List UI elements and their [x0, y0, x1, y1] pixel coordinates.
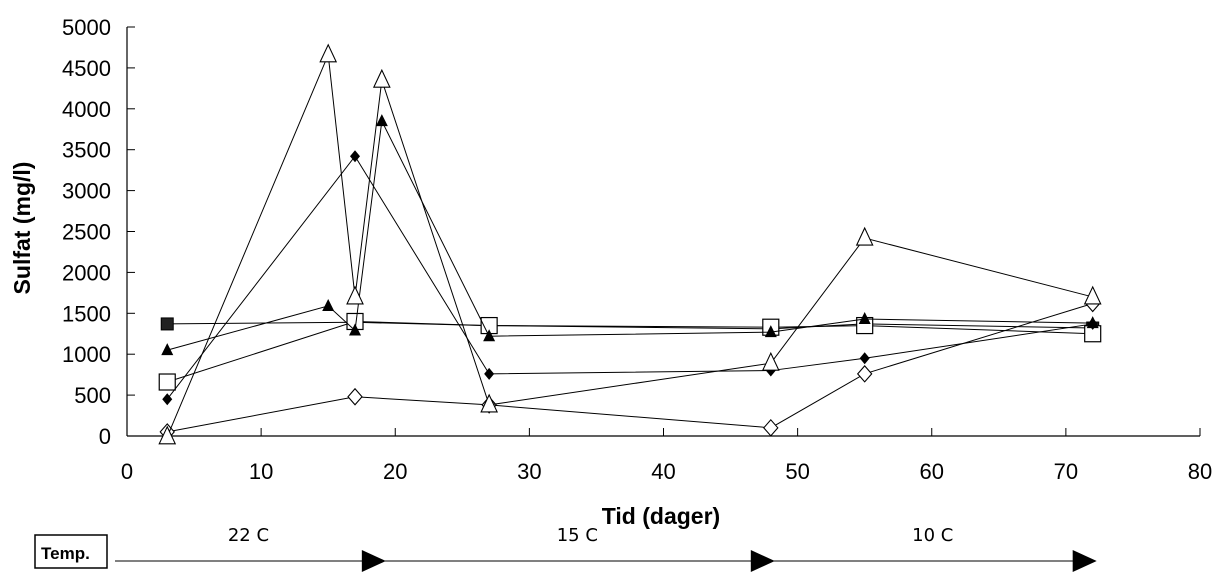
data-point: [763, 418, 779, 437]
series-line: [167, 321, 1093, 330]
temp-segment-arrow: [361, 550, 386, 572]
data-point: [859, 352, 870, 365]
data-point: [856, 364, 873, 383]
series-line: [167, 320, 1093, 383]
series-line: [166, 155, 1093, 400]
x-axis-label: Tid (dager): [602, 503, 720, 529]
data-point: [480, 393, 499, 413]
temp-segment-arrow: [750, 550, 775, 572]
y-tick-label: 5000: [62, 15, 111, 40]
series-5: [159, 294, 1101, 441]
x-tick-label: 50: [785, 459, 809, 484]
series-2: [158, 312, 1102, 391]
data-point: [375, 114, 388, 127]
data-point: [158, 373, 176, 391]
y-tick-labels: 0 500 1000 1500 2000 2500 3000 3500 4000 4500 5000: [62, 15, 111, 449]
data-point: [484, 367, 495, 380]
data-point: [346, 285, 364, 305]
temp-box-label: Temp.: [41, 544, 90, 563]
data-point: [1083, 285, 1102, 305]
y-tick-label: 4500: [62, 56, 111, 81]
x-tick-label: 20: [383, 459, 407, 484]
series-3: [161, 114, 1099, 356]
y-tick-label: 3500: [62, 138, 111, 163]
data-point: [1087, 317, 1098, 330]
series-1: [160, 315, 1100, 336]
y-tick-label: 0: [99, 424, 111, 449]
series-line: [166, 52, 1093, 438]
y-tick-label: 1500: [62, 301, 111, 326]
data-point: [162, 393, 173, 406]
data-point: [158, 425, 177, 445]
series-line: [167, 119, 1093, 351]
axes: [126, 26, 1201, 437]
temperature-bar: Temp. 22 C 15 C 10 C: [34, 525, 1097, 572]
x-tick-label: 40: [651, 459, 675, 484]
data-point: [160, 317, 174, 331]
data-point: [161, 343, 174, 356]
x-tick-label: 30: [517, 459, 541, 484]
series-layer: [158, 43, 1102, 445]
y-tick-label: 4000: [62, 97, 111, 122]
series-line: [167, 303, 1093, 433]
data-point: [347, 387, 363, 406]
data-point: [855, 226, 874, 246]
x-tick-label: 80: [1188, 459, 1212, 484]
data-point: [350, 150, 361, 163]
temp-box: [34, 534, 108, 569]
y-axis-label: Sulfat (mg/l): [9, 162, 35, 295]
x-tick-labels: 0 10 20 30 40 50 60 70 80: [121, 459, 1212, 484]
x-tick-label: 10: [249, 459, 273, 484]
x-tick-label: 60: [920, 459, 944, 484]
data-point: [372, 68, 391, 88]
y-tick-label: 2500: [62, 220, 111, 245]
x-tick-label: 0: [121, 459, 133, 484]
data-point: [764, 325, 777, 338]
temp-segment-label: 22 C: [228, 525, 269, 546]
series-6: [158, 43, 1102, 445]
x-tick-label: 70: [1054, 459, 1078, 484]
y-tick-label: 1000: [62, 342, 111, 367]
data-point: [483, 329, 496, 342]
series-4: [162, 150, 1098, 406]
temp-segment-arrow: [1072, 550, 1097, 572]
temp-segment-label: 10 C: [912, 525, 953, 546]
y-tick-label: 500: [74, 383, 111, 408]
temp-segments: 22 C 15 C 10 C: [115, 525, 1097, 572]
data-point: [349, 323, 362, 336]
y-tick-label: 3000: [62, 179, 111, 204]
data-point: [322, 298, 335, 311]
data-point: [761, 351, 780, 371]
y-tick-label: 2000: [62, 260, 111, 285]
data-point: [319, 43, 338, 63]
data-point: [858, 312, 871, 325]
temp-segment-label: 15 C: [557, 525, 598, 546]
